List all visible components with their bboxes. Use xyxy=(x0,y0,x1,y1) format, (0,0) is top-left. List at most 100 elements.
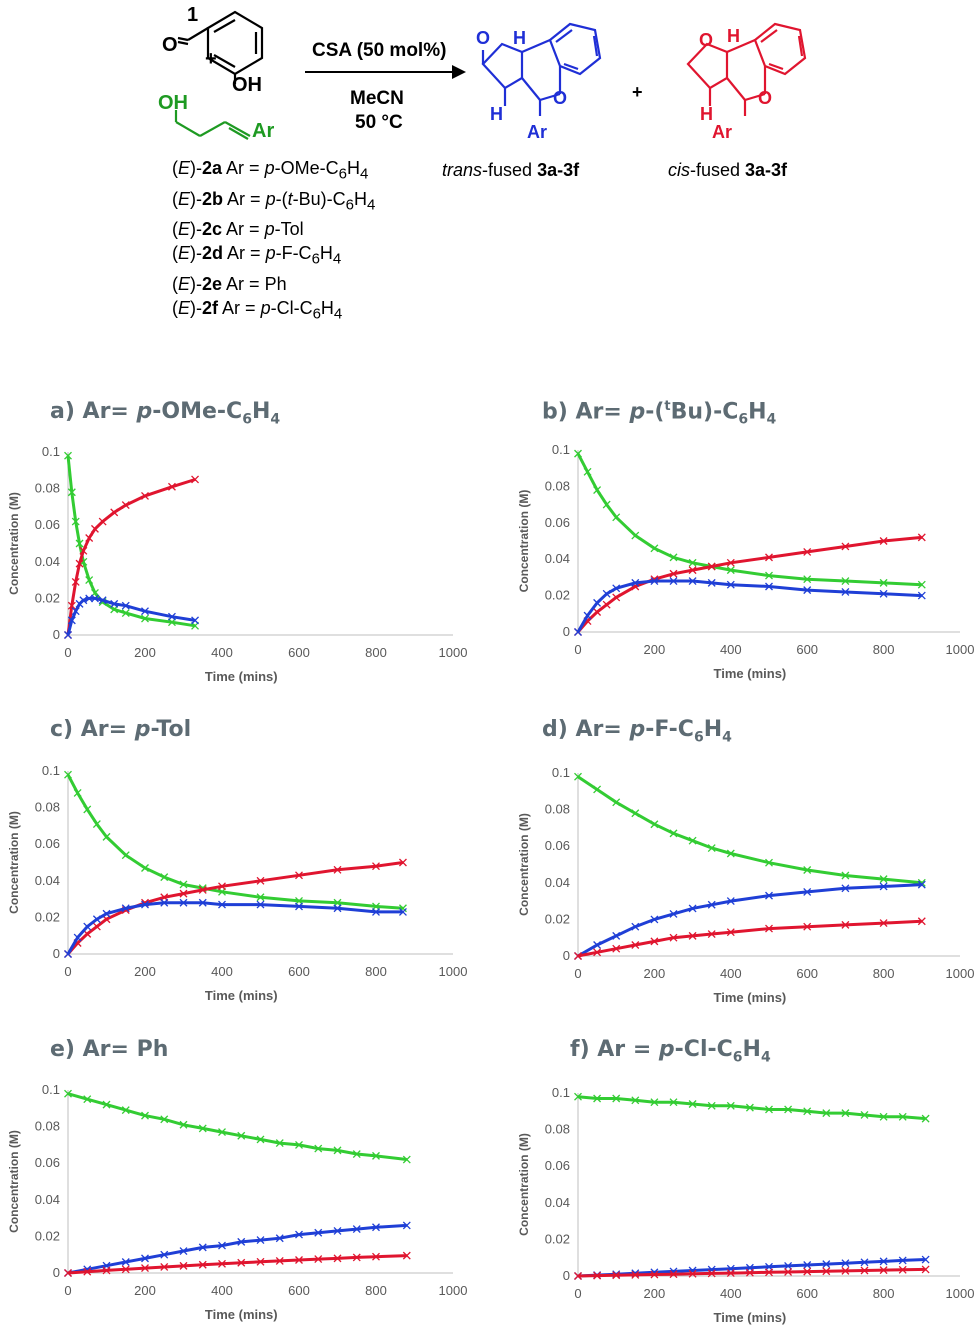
data-point xyxy=(631,941,640,949)
data-point xyxy=(141,607,149,616)
data-point xyxy=(121,1258,130,1266)
data-point xyxy=(765,582,773,591)
data-point xyxy=(574,772,582,781)
data-point xyxy=(784,1268,793,1276)
data-point-stroke xyxy=(121,1106,130,1115)
data-point-stroke xyxy=(314,1144,323,1153)
data-point-stroke xyxy=(141,1111,149,1120)
data-point xyxy=(860,1111,869,1119)
data-point xyxy=(841,1266,850,1275)
data-point xyxy=(64,631,72,639)
data-point xyxy=(726,928,735,937)
data-point-stroke xyxy=(256,900,265,909)
chart-plot-b: 0 200 400 600 800 1000 0 0.02 0.04 0.06 0.08 0.1 Tim… xyxy=(517,442,974,681)
data-point xyxy=(333,1226,342,1235)
trans-h1: H xyxy=(513,28,526,48)
data-point xyxy=(803,575,812,584)
data-point-stroke xyxy=(314,1255,323,1264)
data-point xyxy=(917,880,926,889)
data-point xyxy=(64,950,72,958)
data-point xyxy=(314,1144,323,1153)
data-point xyxy=(688,566,697,575)
x-axis-label: Time (mins) xyxy=(714,666,787,681)
data-point-stroke xyxy=(198,885,207,894)
data-point-stroke xyxy=(688,566,697,575)
data-point xyxy=(256,893,265,902)
x-tick-label: 600 xyxy=(288,964,310,979)
x-tick-label: 0 xyxy=(64,645,71,660)
data-point xyxy=(593,608,602,616)
data-point-stroke xyxy=(295,1256,303,1264)
data-point-stroke xyxy=(398,858,407,867)
data-point-stroke xyxy=(256,893,265,902)
compound-1-label: 1 xyxy=(187,4,199,26)
y-axis-label: Concentration (M) xyxy=(517,490,531,593)
data-point-stroke xyxy=(650,915,659,924)
data-point xyxy=(879,578,888,587)
y-tick-label: 0.08 xyxy=(35,1119,60,1134)
data-point xyxy=(822,1267,831,1276)
data-point-stroke xyxy=(765,582,773,591)
substrate-2c: (E)-2c Ar = p-Tol xyxy=(172,219,304,240)
data-point-stroke xyxy=(784,1261,793,1270)
series-line-0 xyxy=(67,1092,407,1161)
data-point xyxy=(860,1266,869,1275)
data-point-stroke xyxy=(612,1094,621,1103)
data-point-stroke xyxy=(160,873,169,882)
data-point xyxy=(650,1098,659,1107)
x-tick-label: 200 xyxy=(134,964,156,979)
data-point-stroke xyxy=(612,798,621,807)
x-tick-label: 800 xyxy=(873,642,895,657)
data-point xyxy=(167,482,176,491)
data-point xyxy=(256,1135,265,1144)
x-tick-label: 600 xyxy=(796,1286,818,1301)
data-point xyxy=(198,885,207,894)
trans-o2: O xyxy=(553,88,568,108)
data-point xyxy=(593,598,602,607)
data-point-stroke xyxy=(841,884,850,893)
data-point-stroke xyxy=(917,580,926,589)
data-point xyxy=(631,809,640,818)
data-point xyxy=(71,607,80,616)
data-point xyxy=(141,1254,149,1263)
data-point xyxy=(402,1251,411,1260)
data-point-stroke xyxy=(314,1228,323,1237)
data-point xyxy=(688,1100,697,1108)
data-point xyxy=(860,1258,869,1267)
data-point-stroke xyxy=(83,805,92,814)
data-point-stroke xyxy=(688,836,697,845)
cis-product-structure xyxy=(686,38,766,116)
reaction-scheme: 1 O + OH OH Ar (E)-2a Ar = p-OMe-C6H4 (E… xyxy=(0,0,978,322)
data-point xyxy=(669,829,678,838)
data-point-stroke xyxy=(612,944,621,953)
data-point-stroke xyxy=(745,1103,754,1112)
data-point xyxy=(707,562,716,571)
data-point xyxy=(352,1150,361,1159)
data-point xyxy=(898,1265,907,1274)
data-point xyxy=(841,920,850,929)
data-point-stroke xyxy=(765,924,773,933)
data-point xyxy=(167,612,176,621)
y-axis-label: Concentration (M) xyxy=(517,813,531,916)
data-point-stroke xyxy=(256,1236,265,1245)
x-tick-label: 1000 xyxy=(946,966,975,981)
data-point xyxy=(784,1261,793,1270)
series-line-1 xyxy=(67,1223,407,1275)
data-point xyxy=(765,1105,773,1114)
data-point-stroke xyxy=(879,1266,888,1275)
x-tick-label: 0 xyxy=(64,1283,71,1298)
cis-h1: H xyxy=(727,26,740,46)
y-tick-label: 0.04 xyxy=(35,1192,60,1207)
y-axis-label: Concentration (M) xyxy=(7,492,21,595)
data-point xyxy=(602,500,611,509)
data-point-stroke xyxy=(372,1151,380,1160)
data-point xyxy=(688,1269,697,1278)
data-point xyxy=(67,601,76,610)
data-point xyxy=(593,1094,602,1103)
x-tick-label: 400 xyxy=(211,964,233,979)
data-point-stroke xyxy=(860,1266,869,1275)
data-point-stroke xyxy=(256,1257,265,1266)
data-point-stroke xyxy=(631,922,640,931)
x-axis-label: Time (mins) xyxy=(714,1310,787,1325)
data-point xyxy=(79,546,88,555)
